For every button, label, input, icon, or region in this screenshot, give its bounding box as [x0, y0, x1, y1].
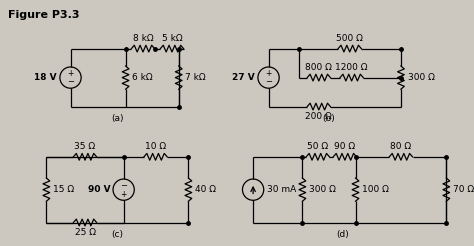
Text: 27 V: 27 V	[232, 73, 255, 82]
Text: 7 kΩ: 7 kΩ	[185, 73, 206, 82]
Text: 6 kΩ: 6 kΩ	[132, 73, 153, 82]
Text: 15 Ω: 15 Ω	[53, 185, 74, 194]
Text: 50 Ω: 50 Ω	[307, 142, 328, 151]
Text: 30 mA: 30 mA	[267, 185, 296, 194]
Text: 1200 Ω: 1200 Ω	[336, 63, 368, 72]
Text: −: −	[67, 77, 74, 86]
Text: −: −	[120, 181, 127, 190]
Text: 35 Ω: 35 Ω	[74, 142, 96, 151]
Text: 70 Ω: 70 Ω	[453, 185, 474, 194]
Text: (a): (a)	[111, 114, 124, 123]
Text: 10 Ω: 10 Ω	[145, 142, 166, 151]
Text: 25 Ω: 25 Ω	[74, 228, 96, 237]
Text: (c): (c)	[111, 230, 123, 239]
Text: Figure P3.3: Figure P3.3	[8, 10, 79, 20]
Text: 200 Ω: 200 Ω	[305, 112, 332, 121]
Text: +: +	[265, 69, 272, 78]
Text: 90 Ω: 90 Ω	[334, 142, 356, 151]
Text: 80 Ω: 80 Ω	[391, 142, 411, 151]
Text: 90 V: 90 V	[88, 185, 110, 194]
Text: 18 V: 18 V	[35, 73, 57, 82]
Text: (b): (b)	[322, 114, 335, 123]
Text: +: +	[67, 69, 74, 78]
Text: 300 Ω: 300 Ω	[309, 185, 336, 194]
Text: 100 Ω: 100 Ω	[362, 185, 389, 194]
Text: 8 kΩ: 8 kΩ	[133, 34, 153, 43]
Text: 800 Ω: 800 Ω	[305, 63, 332, 72]
Text: 5 kΩ: 5 kΩ	[162, 34, 182, 43]
Text: 40 Ω: 40 Ω	[195, 185, 216, 194]
Text: +: +	[120, 189, 127, 199]
Text: −: −	[265, 77, 272, 86]
Text: 500 Ω: 500 Ω	[336, 34, 363, 43]
Text: 300 Ω: 300 Ω	[408, 73, 435, 82]
Text: (d): (d)	[337, 230, 349, 239]
